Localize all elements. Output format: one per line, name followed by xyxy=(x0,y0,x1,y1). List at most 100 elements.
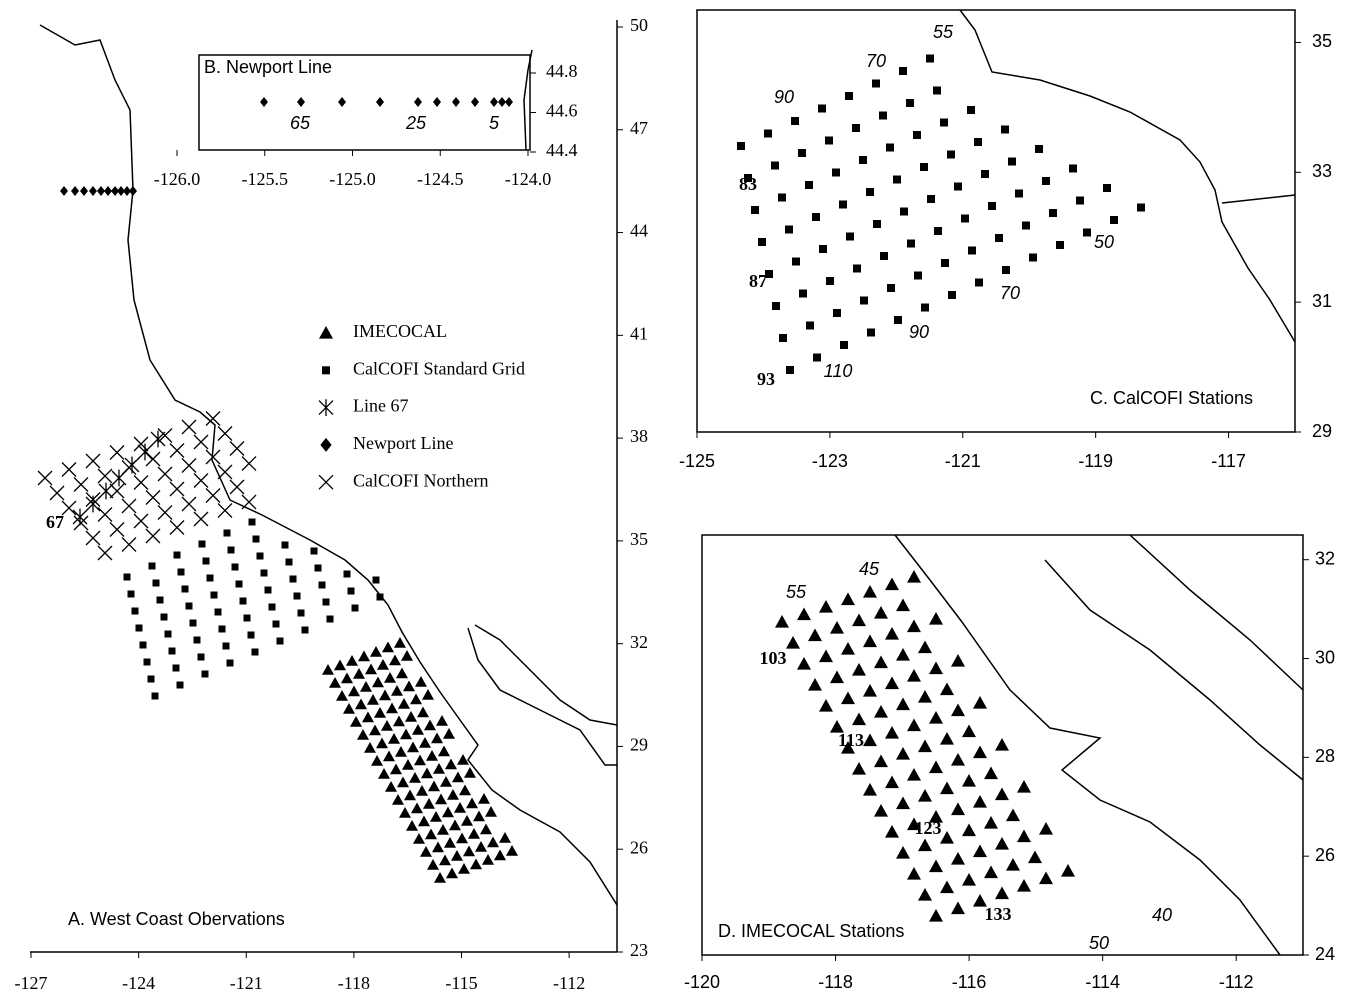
station-calcofi xyxy=(772,302,780,310)
y-tick-label: 32 xyxy=(630,632,648,652)
station-calcofi xyxy=(826,277,834,285)
station-line-label: 50 xyxy=(1089,933,1109,953)
station-line-label: 90 xyxy=(909,322,929,342)
y-tick-label: 32 xyxy=(1315,548,1335,568)
station-calcofi xyxy=(198,540,206,548)
station-imecocal xyxy=(362,711,374,723)
station-imecocal xyxy=(444,837,456,848)
station-imecocal xyxy=(376,737,388,749)
station-imecocal xyxy=(929,661,943,675)
station-imecocal xyxy=(392,794,404,805)
station-calcofi xyxy=(859,156,867,164)
station-imecocal xyxy=(405,711,417,722)
x-tick-label: -125.0 xyxy=(329,169,376,189)
station-imecocal xyxy=(379,689,391,701)
station-imecocal xyxy=(896,697,910,711)
station-imecocal xyxy=(336,690,348,701)
station-line67 xyxy=(72,508,88,526)
station-calcofi xyxy=(879,111,887,120)
y-tick-label: 44.8 xyxy=(546,61,578,81)
station-imecocal xyxy=(386,702,398,714)
station-imecocal xyxy=(334,659,346,671)
station-line-label: 55 xyxy=(933,22,954,42)
x-tick-label: -118 xyxy=(818,972,853,992)
station-northern xyxy=(73,477,89,492)
x-tick-label: -112 xyxy=(1219,972,1254,992)
station-northern xyxy=(121,498,137,514)
station-imecocal xyxy=(1017,780,1031,793)
station-imecocal xyxy=(995,886,1009,900)
station-imecocal xyxy=(412,724,424,735)
station-calcofi xyxy=(176,681,184,689)
station-calcofi xyxy=(293,592,301,600)
station-imecocal xyxy=(417,706,429,718)
station-imecocal xyxy=(918,789,932,802)
station-imecocal xyxy=(984,816,998,829)
station-imecocal xyxy=(480,823,492,835)
y-tick-label: 24 xyxy=(1315,944,1335,964)
station-northern xyxy=(157,505,173,520)
station-calcofi xyxy=(906,99,914,107)
station-line-label: 83 xyxy=(739,174,757,194)
station-northern xyxy=(241,494,257,510)
station-imecocal xyxy=(929,810,943,823)
station-calcofi xyxy=(791,117,799,125)
panel-title: A. West Coast Obervations xyxy=(68,909,285,929)
station-line67 xyxy=(111,469,127,487)
panel-title: B. Newport Line xyxy=(204,57,332,77)
station-calcofi xyxy=(156,596,164,604)
station-imecocal xyxy=(907,817,921,831)
station-imecocal xyxy=(962,873,976,886)
station-calcofi xyxy=(227,546,235,554)
station-imecocal xyxy=(443,728,455,739)
station-calcofi xyxy=(1103,184,1111,192)
station-northern xyxy=(205,411,221,426)
station-imecocal xyxy=(1039,822,1053,835)
station-imecocal xyxy=(451,850,463,861)
station-imecocal xyxy=(896,648,910,661)
station-calcofi xyxy=(226,659,234,667)
station-newport xyxy=(104,186,112,196)
station-imecocal xyxy=(506,845,518,856)
station-imecocal xyxy=(343,703,355,714)
station-calcofi xyxy=(786,366,794,374)
station-imecocal xyxy=(436,715,448,726)
y-tick-label: 44.4 xyxy=(546,140,578,160)
station-imecocal xyxy=(478,793,490,804)
station-northern xyxy=(109,522,125,537)
station-imecocal xyxy=(830,670,844,684)
station-imecocal xyxy=(454,802,466,813)
station-imecocal xyxy=(391,685,403,696)
station-calcofi xyxy=(907,239,915,248)
station-calcofi xyxy=(201,670,209,678)
station-imecocal xyxy=(419,737,431,748)
station-calcofi xyxy=(127,590,135,598)
station-northern xyxy=(49,485,65,501)
station-imecocal xyxy=(348,685,360,697)
station-calcofi xyxy=(913,131,921,139)
station-calcofi xyxy=(322,598,330,606)
station-calcofi xyxy=(887,284,895,292)
station-newport xyxy=(414,97,422,107)
station-imecocal xyxy=(973,894,987,907)
station-imecocal xyxy=(446,867,458,879)
station-calcofi xyxy=(164,630,172,638)
x-tick-label: -115 xyxy=(445,973,477,993)
station-calcofi xyxy=(914,271,922,280)
panel-title: C. CalCOFI Stations xyxy=(1090,388,1253,408)
station-calcofi xyxy=(197,653,205,661)
station-calcofi xyxy=(151,692,159,700)
station-line-label: 50 xyxy=(1094,232,1114,252)
station-imecocal xyxy=(397,776,409,788)
station-calcofi xyxy=(1008,157,1016,166)
coast-a-gulf xyxy=(467,624,618,766)
station-imecocal xyxy=(384,672,396,683)
station-calcofi xyxy=(860,296,868,305)
station-calcofi xyxy=(177,568,185,576)
station-calcofi xyxy=(1049,209,1057,217)
station-imecocal xyxy=(951,753,965,766)
station-imecocal xyxy=(341,672,353,684)
station-imecocal xyxy=(485,806,497,817)
station-imecocal xyxy=(431,732,443,744)
station-calcofi xyxy=(1069,164,1077,173)
